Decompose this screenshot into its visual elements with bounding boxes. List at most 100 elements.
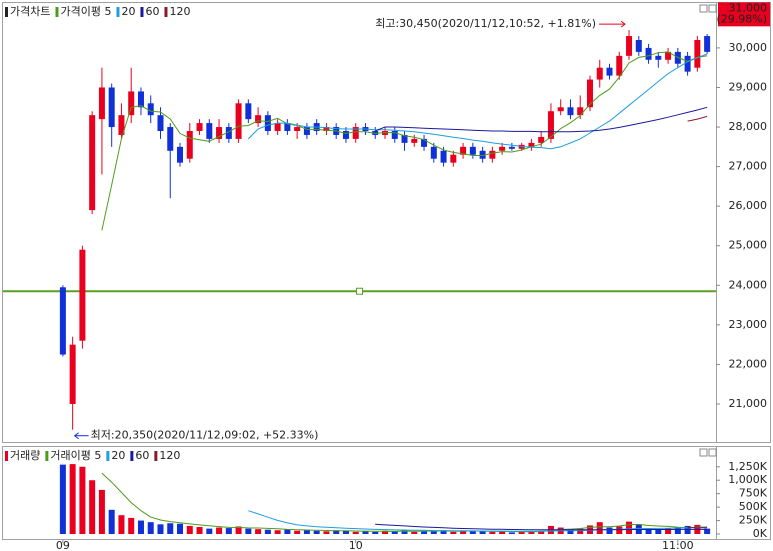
volume-bar [196, 527, 203, 534]
legend-label: 60 [145, 5, 159, 18]
candle-body [489, 150, 496, 159]
volume-bar [284, 529, 291, 534]
volume-bar [538, 530, 545, 534]
candle-body [704, 36, 711, 52]
volume-bar [137, 520, 144, 534]
legend-label: 가격이평 5 [60, 5, 111, 18]
volume-bar [616, 526, 623, 534]
volume-bar [508, 532, 515, 534]
candle-body [538, 136, 545, 143]
panel-button[interactable] [708, 448, 717, 457]
volume-bar [235, 526, 242, 534]
candle-body [547, 111, 554, 139]
volume-bar [665, 528, 672, 534]
moving-average-line [687, 115, 708, 122]
candle-body [89, 115, 96, 211]
volume-bar [264, 529, 271, 534]
panel-title: 가격차트 [10, 5, 50, 18]
volume-bar [167, 523, 174, 534]
candle-body [255, 115, 262, 124]
candle-body [479, 150, 486, 159]
x-tick-label: 11:00 [662, 539, 694, 551]
candle-body [167, 127, 174, 151]
legend-label: 20 [121, 5, 135, 18]
volume-bar [704, 528, 711, 534]
candle-body [577, 107, 584, 116]
legend-label: 60 [135, 449, 149, 462]
candle-body [557, 107, 564, 112]
candle-body [59, 287, 66, 355]
volume-bar [684, 525, 691, 534]
legend-marker [164, 7, 168, 17]
volume-bar [401, 530, 408, 534]
upper-limit-label: 31,000 [729, 1, 768, 14]
volume-bar [333, 530, 340, 534]
candle-body [684, 55, 691, 72]
candle-body [245, 103, 252, 120]
candle-body [98, 87, 105, 120]
volume-bar [89, 480, 96, 534]
candle-body [186, 131, 193, 159]
candle-body [586, 79, 593, 108]
volume-bar [391, 531, 398, 534]
candle-body [108, 87, 115, 128]
candle-body [460, 146, 467, 155]
volume-bar [225, 528, 232, 534]
moving-average-line [247, 53, 708, 150]
candle-body [303, 127, 310, 135]
y-tick-label: 1,250K [728, 460, 767, 473]
volume-bar [489, 531, 496, 534]
y-tick-label: 1,000K [728, 473, 767, 486]
y-tick-label: 26,000 [729, 199, 768, 212]
candle-body [655, 55, 662, 60]
legend-label: 20 [111, 449, 125, 462]
volume-bar [430, 530, 437, 534]
volume-axis-panel [716, 446, 771, 540]
volume-bar [303, 530, 310, 534]
candle-body [147, 103, 154, 116]
panel-button[interactable] [699, 4, 708, 13]
candle-body [128, 91, 135, 116]
legend-marker [106, 451, 110, 461]
candle-body [235, 103, 242, 139]
volume-bar [108, 509, 115, 534]
reference-handle [356, 287, 363, 295]
candle-body [616, 55, 623, 76]
y-tick-label: 0K [753, 527, 768, 540]
y-tick-label: 22,000 [729, 357, 768, 370]
volume-bar [596, 522, 603, 534]
candle-body [264, 115, 271, 132]
volume-bar [460, 531, 467, 534]
legend-marker [45, 451, 49, 461]
y-tick-label: 29,000 [729, 80, 768, 93]
volume-bar [645, 528, 652, 534]
volume-bar [440, 530, 447, 534]
panel-button[interactable] [708, 4, 717, 13]
y-tick-label: 30,000 [729, 41, 768, 54]
y-tick-label: 25,000 [729, 239, 768, 252]
volume-bar [372, 531, 379, 534]
y-tick-label: 500K [739, 500, 768, 513]
volume-bar [655, 529, 662, 534]
candle-body [606, 67, 613, 76]
candle-body [196, 123, 203, 132]
candle-body [626, 36, 633, 56]
volume-bar [450, 531, 457, 534]
annotation-arrowhead [620, 20, 626, 28]
volume-bar [245, 528, 252, 534]
y-tick-label: 21,000 [729, 397, 768, 410]
panel-button[interactable] [699, 448, 708, 457]
y-tick-label: 28,000 [729, 120, 768, 133]
legend-marker [5, 451, 8, 461]
x-tick-label: 09 [56, 539, 70, 551]
candle-body [645, 47, 652, 60]
volume-bar [528, 531, 535, 534]
volume-bar [294, 530, 301, 534]
candle-body [69, 344, 76, 404]
legend-label: 거래이평 5 [50, 449, 101, 462]
volume-bar [606, 527, 613, 534]
volume-bar [313, 530, 320, 534]
volume-bar [567, 529, 574, 534]
candle-body [323, 127, 330, 132]
